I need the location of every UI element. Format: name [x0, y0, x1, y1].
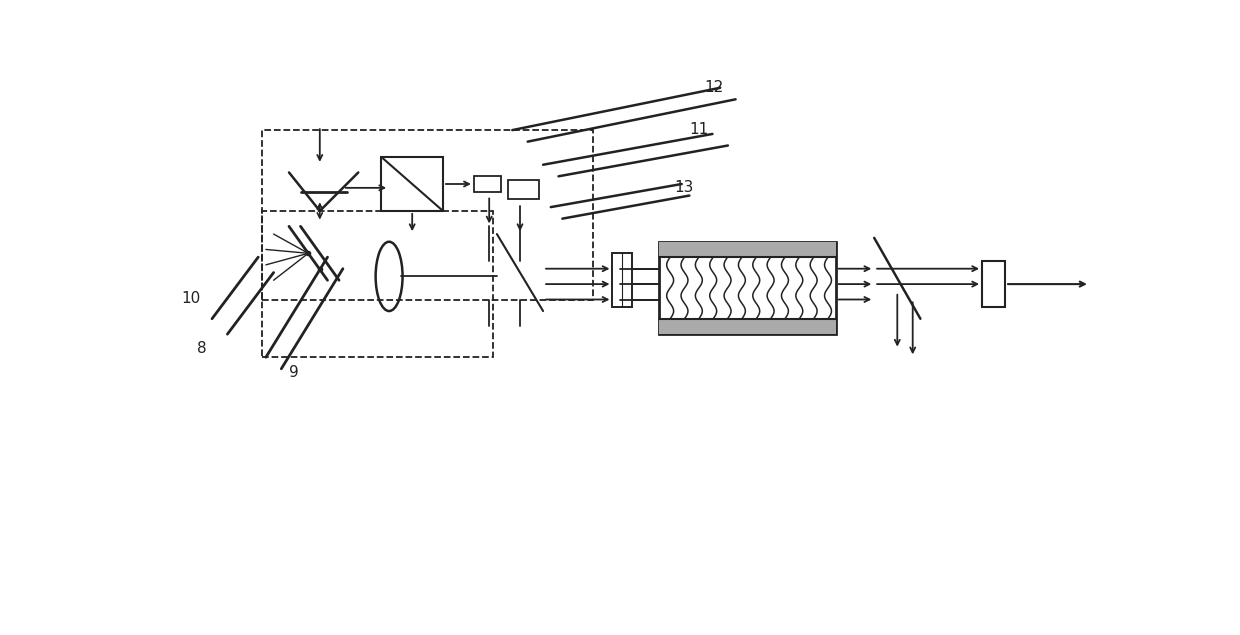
Bar	[982, 261, 1006, 307]
Bar	[474, 177, 501, 192]
Bar	[262, 130, 593, 300]
Text: 12: 12	[704, 79, 724, 95]
Text: 13: 13	[675, 180, 693, 195]
Bar	[382, 157, 443, 211]
Bar	[658, 242, 836, 334]
Bar	[508, 180, 539, 199]
Bar	[658, 242, 836, 257]
Text: 8: 8	[197, 342, 206, 356]
Bar	[262, 211, 494, 358]
Bar	[613, 253, 631, 307]
Text: 11: 11	[689, 122, 708, 137]
Bar	[658, 319, 836, 334]
Text: 9: 9	[289, 364, 299, 380]
Text: 10: 10	[181, 291, 201, 306]
